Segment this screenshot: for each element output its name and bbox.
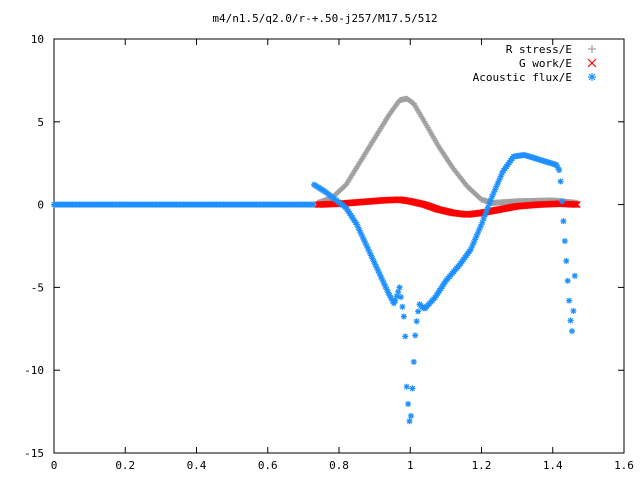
x-tick-label: 1.6 — [614, 459, 634, 472]
data-point — [559, 198, 566, 205]
legend-label: G work/E — [519, 57, 572, 70]
data-point — [410, 358, 417, 365]
y-tick-label: 5 — [37, 116, 44, 129]
data-point — [396, 284, 403, 291]
data-point — [399, 303, 406, 310]
x-tick-label: 1 — [407, 459, 414, 472]
chart-title: m4/n1.5/q2.0/r-+.50-j257/M17.5/512 — [212, 12, 437, 25]
data-point — [310, 201, 317, 208]
data-marks — [51, 95, 581, 425]
data-point — [567, 317, 574, 324]
y-tick-label: 10 — [31, 33, 44, 46]
data-point — [400, 313, 407, 320]
data-point — [563, 257, 570, 264]
data-point — [588, 73, 596, 81]
x-tick-label: 0.8 — [329, 459, 349, 472]
data-point — [587, 58, 597, 68]
x-tick-label: 0.6 — [258, 459, 278, 472]
data-point — [566, 297, 573, 304]
data-point — [412, 332, 419, 339]
data-point — [407, 412, 414, 419]
data-point — [560, 218, 567, 225]
data-point — [571, 201, 579, 208]
series-0 — [314, 95, 581, 206]
data-point — [564, 277, 571, 284]
legend-label: R stress/E — [506, 43, 572, 56]
y-tick-label: -5 — [31, 281, 44, 294]
data-point — [405, 400, 412, 407]
data-point — [571, 272, 578, 279]
data-point — [572, 201, 580, 208]
x-tick-label: 0.2 — [115, 459, 135, 472]
x-tick-label: 0.4 — [187, 459, 207, 472]
series-2 — [51, 152, 578, 425]
data-point — [588, 45, 596, 53]
data-point — [561, 238, 568, 245]
data-point — [415, 308, 422, 315]
data-point — [570, 307, 577, 314]
data-point — [395, 288, 402, 295]
data-point — [403, 383, 410, 390]
data-point — [568, 328, 575, 335]
y-tick-label: -15 — [24, 447, 44, 460]
data-point — [557, 178, 564, 185]
data-point — [409, 385, 416, 392]
legend-label: Acoustic flux/E — [473, 71, 572, 84]
data-point — [392, 297, 399, 304]
y-tick-label: 0 — [37, 199, 44, 212]
data-point — [406, 418, 413, 425]
x-tick-label: 0 — [51, 459, 58, 472]
data-point — [556, 167, 563, 174]
data-point — [369, 255, 376, 262]
data-point — [393, 293, 400, 300]
data-point — [573, 201, 581, 209]
series-1 — [314, 196, 581, 218]
data-point — [397, 294, 404, 301]
plot-frame — [53, 38, 625, 454]
data-point — [402, 333, 409, 340]
axis-ticks: 0 0.2 0.4 0.6 0.8 1 1.2 1.4 1.6 -15 -10 -5 0 5 10 — [24, 33, 634, 472]
x-tick-label: 1.2 — [472, 459, 492, 472]
y-tick-label: -10 — [24, 364, 44, 377]
x-tick-label: 1.4 — [543, 459, 563, 472]
data-point — [413, 318, 420, 325]
